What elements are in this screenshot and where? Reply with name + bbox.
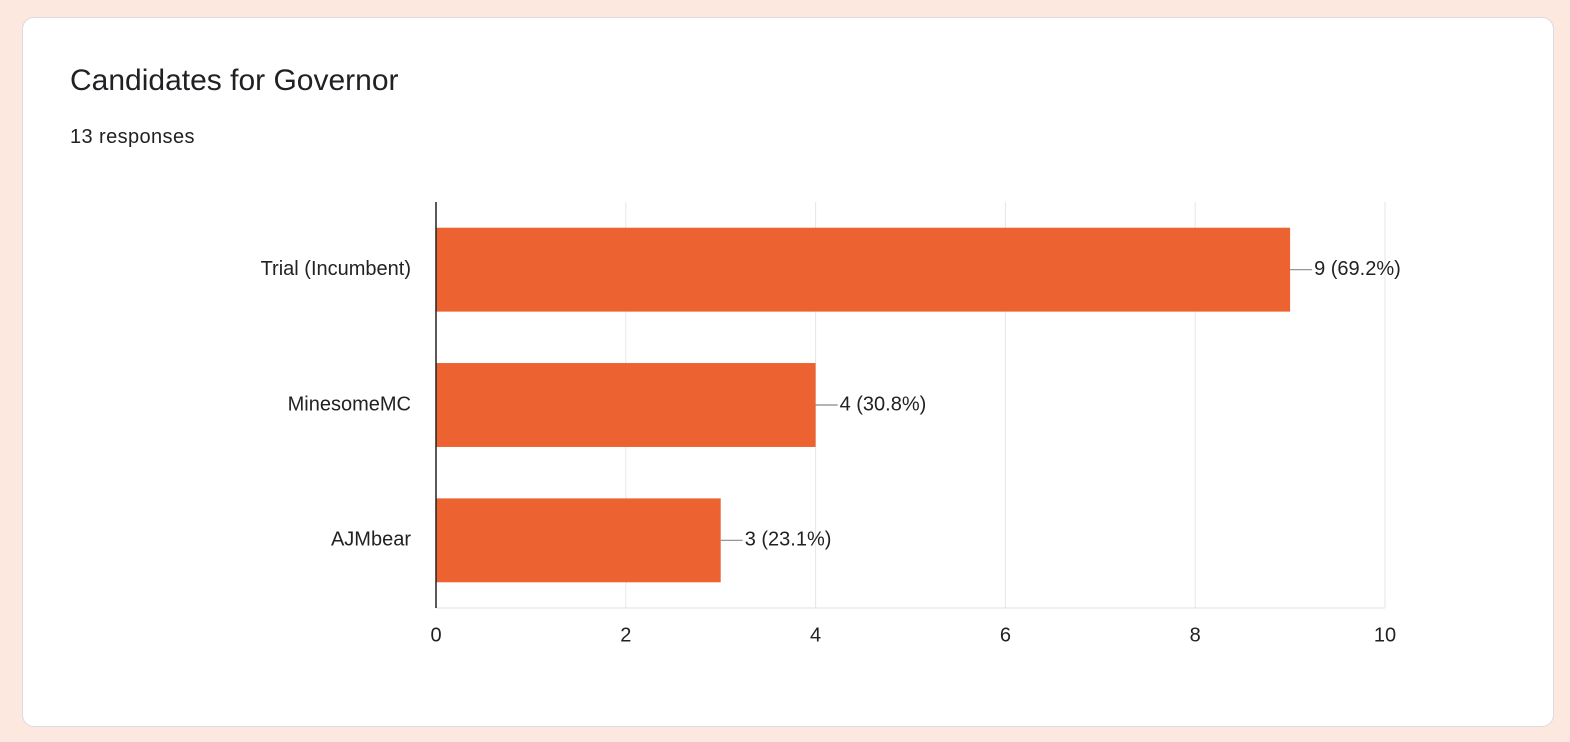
x-tick-label: 4 xyxy=(810,624,821,646)
x-tick-label: 0 xyxy=(430,624,441,646)
bar xyxy=(436,498,721,583)
response-count: 13 responses xyxy=(70,126,195,148)
x-tick-label: 10 xyxy=(1374,624,1396,646)
value-label: 3 (23.1%) xyxy=(745,529,832,551)
x-tick-label: 2 xyxy=(620,624,631,646)
value-label: 9 (69.2%) xyxy=(1314,258,1401,280)
x-tick-label: 8 xyxy=(1190,624,1201,646)
x-tick-label: 6 xyxy=(1000,624,1011,646)
y-tick-label: Trial (Incumbent) xyxy=(261,258,411,280)
y-tick-label: MinesomeMC xyxy=(288,393,411,415)
value-label: 4 (30.8%) xyxy=(840,393,927,415)
chart-title: Candidates for Governor xyxy=(70,64,399,97)
bar xyxy=(436,363,816,447)
y-tick-label: AJMbear xyxy=(331,529,411,551)
bar xyxy=(436,227,1291,312)
